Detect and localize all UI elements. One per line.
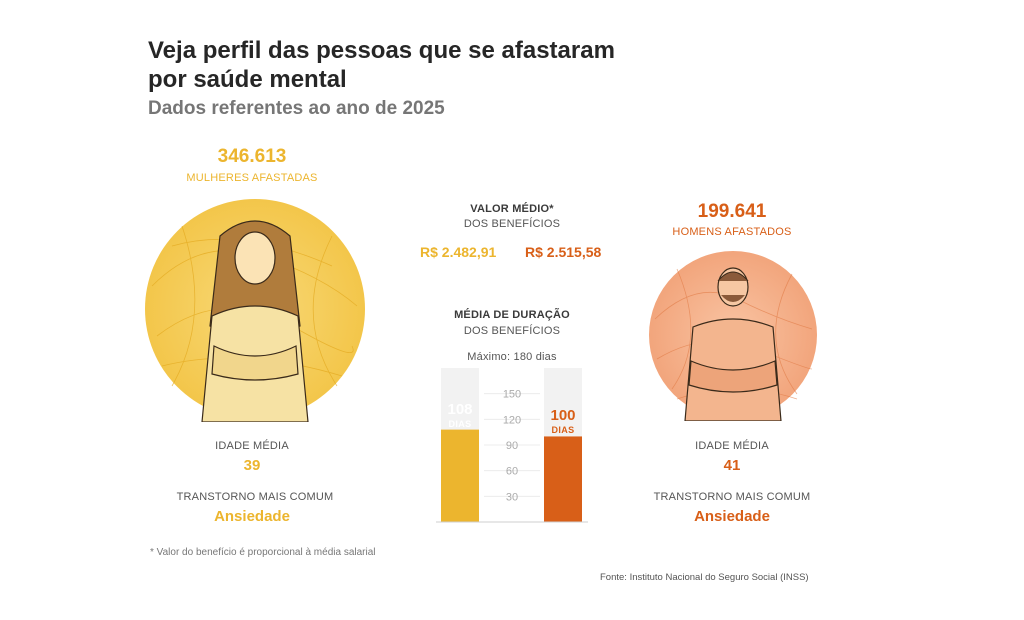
men-disorder: Ansiedade [694,508,770,525]
duration-max-label: Máximo: 180 dias [467,351,557,363]
y-tick-label: 120 [503,414,521,426]
y-tick-label: 90 [506,440,518,452]
footnote: * Valor do benefício é proporcional à mé… [150,547,376,558]
women-duration-value: 108 [447,401,473,418]
benefit-value-label: VALOR MÉDIO* [470,203,554,215]
duration-sublabel: DOS BENEFÍCIOS [463,325,561,337]
benefit-value-women: R$ 2.482,91 [420,244,497,260]
women-age-label: IDADE MÉDIA [215,440,289,452]
men-age: 41 [723,457,741,474]
men-duration-bar [544,436,582,522]
women-duration-bar [441,429,479,522]
woman-illustration [145,199,365,422]
women-disorder: Ansiedade [214,508,290,525]
men-age-label: IDADE MÉDIA [695,440,769,452]
source-note: Fonte: Instituto Nacional do Seguro Soci… [600,572,809,583]
men-count: 199.641 [697,201,767,222]
duration-chart: 30 60 90 120 150 [436,368,588,523]
y-tick-label: 150 [503,389,521,401]
women-disorder-label: TRANSTORNO MAIS COMUM [176,491,334,503]
men-disorder-label: TRANSTORNO MAIS COMUM [653,491,811,503]
women-age: 39 [243,457,261,474]
women-count: 346.613 [217,146,287,167]
benefit-value-sublabel: DOS BENEFÍCIOS [463,218,561,230]
chart-subtitle: Dados referentes ao ano de 2025 [148,98,445,119]
y-tick-label: 30 [506,491,518,503]
benefit-value-men: R$ 2.515,58 [525,244,602,260]
chart-title: Veja perfil das pessoas que se afastaram… [148,37,615,93]
duration-label: MÉDIA DE DURAÇÃO [454,309,570,321]
women-duration-unit: DIAS [448,419,472,429]
women-count-label: MULHERES AFASTADAS [186,172,318,184]
men-duration-unit: DIAS [551,425,575,435]
men-count-label: HOMENS AFASTADOS [672,226,792,238]
men-duration-value: 100 [550,407,576,424]
y-tick-label: 60 [506,466,518,478]
man-illustration [649,251,817,421]
